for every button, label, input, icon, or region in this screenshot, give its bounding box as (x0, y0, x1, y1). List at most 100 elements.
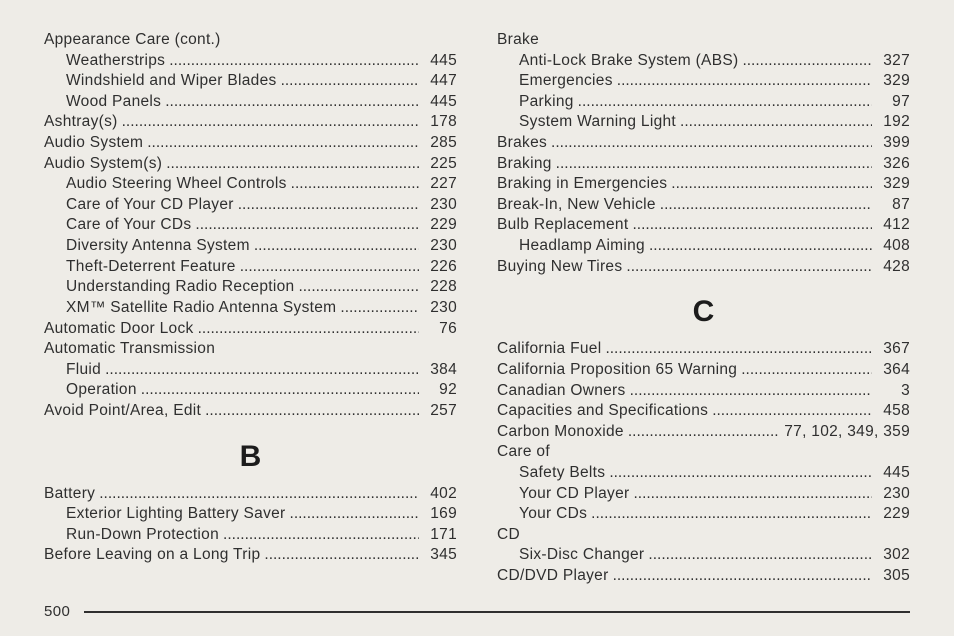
index-entry: Automatic Door Lock 76 (44, 319, 457, 340)
entry-page: 228 (423, 277, 457, 298)
index-entry: Brake (497, 30, 910, 51)
leader-dots (680, 112, 872, 133)
index-entry: CD/DVD Player305 (497, 566, 910, 587)
leader-dots (633, 484, 872, 505)
entry-label: California Fuel (497, 339, 601, 360)
entry-page: 364 (876, 360, 910, 381)
entry-label: Headlamp Aiming (519, 236, 645, 257)
index-entry: Automatic Transmission (44, 339, 457, 360)
index-subentry: Anti-Lock Brake System (ABS)327 (497, 51, 910, 72)
entry-page: 3 (876, 381, 910, 402)
index-entry: Bulb Replacement 412 (497, 215, 910, 236)
entry-label: Capacities and Specifications (497, 401, 708, 422)
index-subentry: Audio Steering Wheel Controls227 (44, 174, 457, 195)
index-entry: Appearance Care (cont.) (44, 30, 457, 51)
leader-dots (141, 380, 419, 401)
entry-label: Braking in Emergencies (497, 174, 667, 195)
entry-label: Automatic Door Lock (44, 319, 194, 340)
entry-label: Operation (66, 380, 137, 401)
entry-page: 171 (423, 525, 457, 546)
index-subentry: Wood Panels445 (44, 92, 457, 113)
entry-page: 225 (423, 154, 457, 175)
entry-label: Six-Disc Changer (519, 545, 644, 566)
index-entry: California Proposition 65 Warning364 (497, 360, 910, 381)
entry-label: Buying New Tires (497, 257, 622, 278)
leader-dots (99, 484, 419, 505)
leader-dots (712, 401, 872, 422)
leader-dots (609, 463, 872, 484)
index-subentry: Understanding Radio Reception228 (44, 277, 457, 298)
entry-page: 345 (423, 545, 457, 566)
leader-dots (166, 154, 419, 175)
leader-dots (605, 339, 872, 360)
index-subentry: Windshield and Wiper Blades447 (44, 71, 457, 92)
leader-dots (291, 174, 419, 195)
entry-page: 226 (423, 257, 457, 278)
index-entry: Buying New Tires428 (497, 257, 910, 278)
entry-page: 230 (423, 195, 457, 216)
leader-dots (591, 504, 872, 525)
leader-dots (649, 236, 872, 257)
leader-dots (632, 215, 872, 236)
leader-dots (628, 422, 780, 443)
index-entry: Care of (497, 442, 910, 463)
index-entry: Capacities and Specifications 458 (497, 401, 910, 422)
entry-label: Care of Your CDs (66, 215, 191, 236)
entry-label: Brakes (497, 133, 547, 154)
leader-dots (648, 545, 872, 566)
index-entry: Audio System285 (44, 133, 457, 154)
index-entry: Canadian Owners3 (497, 381, 910, 402)
index-entry: Ashtray(s)178 (44, 112, 457, 133)
index-subentry: Your CDs229 (497, 504, 910, 525)
index-entry: Braking in Emergencies 329 (497, 174, 910, 195)
index-subentry: XM™ Satellite Radio Antenna System230 (44, 298, 457, 319)
entry-label: Weatherstrips (66, 51, 165, 72)
index-subentry: Operation92 (44, 380, 457, 401)
entry-label: Your CD Player (519, 484, 629, 505)
leader-dots (340, 298, 419, 319)
entry-page: 326 (876, 154, 910, 175)
entry-label: Your CDs (519, 504, 587, 525)
entry-label: Bulb Replacement (497, 215, 628, 236)
entry-page: 447 (423, 71, 457, 92)
index-subentry: Headlamp Aiming408 (497, 236, 910, 257)
entry-page: 327 (876, 51, 910, 72)
page-footer: 500 (44, 603, 910, 620)
index-subentry: Six-Disc Changer302 (497, 545, 910, 566)
leader-dots (556, 154, 872, 175)
leader-dots (551, 133, 872, 154)
index-subentry: Parking97 (497, 92, 910, 113)
entry-page: 399 (876, 133, 910, 154)
columns: Appearance Care (cont.)Weatherstrips445W… (44, 30, 910, 587)
entry-label: Exterior Lighting Battery Saver (66, 504, 286, 525)
entry-label: Diversity Antenna System (66, 236, 250, 257)
entry-page: 257 (423, 401, 457, 422)
entry-label: Avoid Point/Area, Edit (44, 401, 201, 422)
index-entry: Carbon Monoxide77, 102, 349, 359 (497, 422, 910, 443)
index-page: Appearance Care (cont.)Weatherstrips445W… (0, 0, 954, 636)
leader-dots (238, 195, 419, 216)
entry-label: Fluid (66, 360, 101, 381)
index-subentry: Weatherstrips445 (44, 51, 457, 72)
entry-page: 458 (876, 401, 910, 422)
entry-label: Appearance Care (cont.) (44, 30, 221, 51)
entry-label: Wood Panels (66, 92, 161, 113)
entry-label: Safety Belts (519, 463, 605, 484)
entry-page: 412 (876, 215, 910, 236)
leader-dots (198, 319, 419, 340)
index-subentry: Run-Down Protection171 (44, 525, 457, 546)
entry-label: Ashtray(s) (44, 112, 118, 133)
entry-label: Audio Steering Wheel Controls (66, 174, 287, 195)
leader-dots (281, 71, 419, 92)
left-column: Appearance Care (cont.)Weatherstrips445W… (44, 30, 457, 587)
index-subentry: Fluid384 (44, 360, 457, 381)
leader-dots (578, 92, 872, 113)
leader-dots (617, 71, 872, 92)
index-entry: Audio System(s)225 (44, 154, 457, 175)
entry-page: 76 (423, 319, 457, 340)
entry-label: Theft-Deterrent Feature (66, 257, 236, 278)
leader-dots (205, 401, 419, 422)
entry-page: 329 (876, 174, 910, 195)
index-subentry: Theft-Deterrent Feature 226 (44, 257, 457, 278)
leader-dots (290, 504, 419, 525)
